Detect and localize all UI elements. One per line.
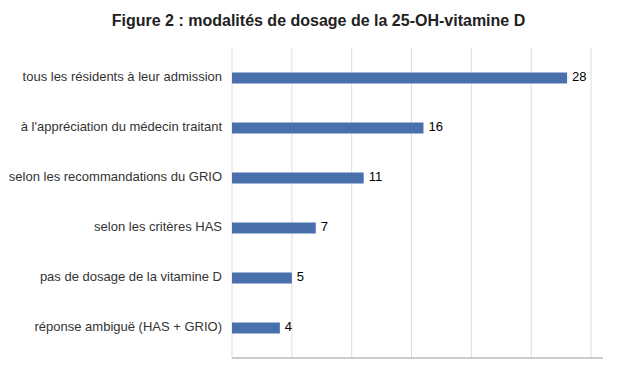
grid <box>232 48 591 358</box>
grid-line <box>232 48 233 358</box>
bar <box>232 123 423 134</box>
data-label: 7 <box>321 219 328 234</box>
y-tick-label: selon les recommandations du GRIO <box>9 169 222 184</box>
data-labels: 4 5 7 11 16 28 <box>285 69 587 334</box>
data-label: 4 <box>285 319 292 334</box>
y-tick-label: à l'appréciation du médecin traitant <box>21 119 223 134</box>
bar <box>232 173 364 184</box>
grid-line <box>531 48 532 358</box>
bars <box>232 73 567 334</box>
bar <box>232 73 567 84</box>
x-axis-line <box>232 358 603 359</box>
grid-line <box>291 48 292 358</box>
grid-line <box>591 48 592 358</box>
y-tick-label: réponse ambiguë (HAS + GRIO) <box>35 319 223 334</box>
data-label: 5 <box>297 269 304 284</box>
data-label: 11 <box>369 169 383 184</box>
chart-title: Figure 2 : modalités de dosage de la 25-… <box>112 12 525 29</box>
bar <box>232 223 316 234</box>
chart-svg: Figure 2 : modalités de dosage de la 25-… <box>0 0 637 374</box>
y-tick-labels: réponse ambiguë (HAS + GRIO) pas de dosag… <box>9 69 223 334</box>
data-label: 16 <box>428 119 442 134</box>
grid-line <box>351 48 352 358</box>
chart-container: Figure 2 : modalités de dosage de la 25-… <box>0 0 637 374</box>
grid-line <box>411 48 412 358</box>
bar <box>232 323 280 334</box>
y-tick-label: tous les résidents à leur admission <box>23 69 222 84</box>
grid-line <box>471 48 472 358</box>
data-label: 28 <box>572 69 586 84</box>
bar <box>232 273 292 284</box>
y-tick-label: selon les critères HAS <box>94 219 222 234</box>
y-tick-label: pas de dosage de la vitamine D <box>40 269 222 284</box>
